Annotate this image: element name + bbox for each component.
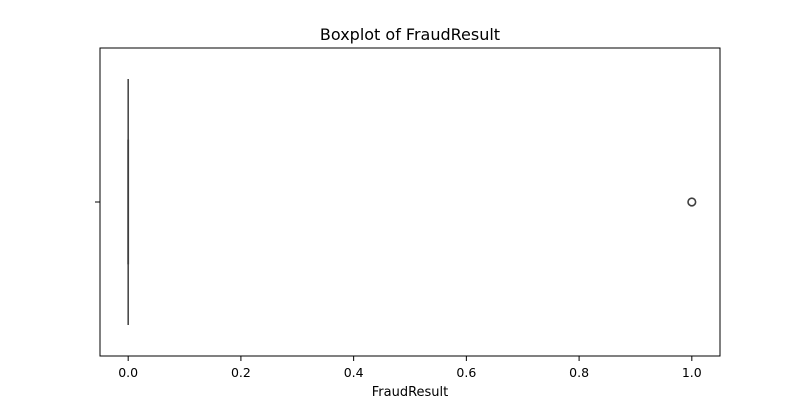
x-axis-label: FraudResult	[372, 385, 449, 400]
x-tick-label: 0.8	[569, 365, 589, 380]
outlier-point	[687, 197, 697, 207]
x-axis-ticks: 0.0 0.2 0.4 0.6 0.8 1.0	[118, 356, 702, 380]
chart-title: Boxplot of FraudResult	[320, 25, 500, 44]
x-tick-label: 0.2	[231, 365, 251, 380]
plot-area-frame	[99, 47, 721, 357]
x-tick-label: 1.0	[682, 365, 702, 380]
x-tick-label: 0.0	[118, 365, 138, 380]
outlier-group	[687, 197, 697, 207]
box-group	[127, 79, 130, 325]
x-tick-label: 0.6	[456, 365, 476, 380]
x-tick-label: 0.4	[344, 365, 364, 380]
